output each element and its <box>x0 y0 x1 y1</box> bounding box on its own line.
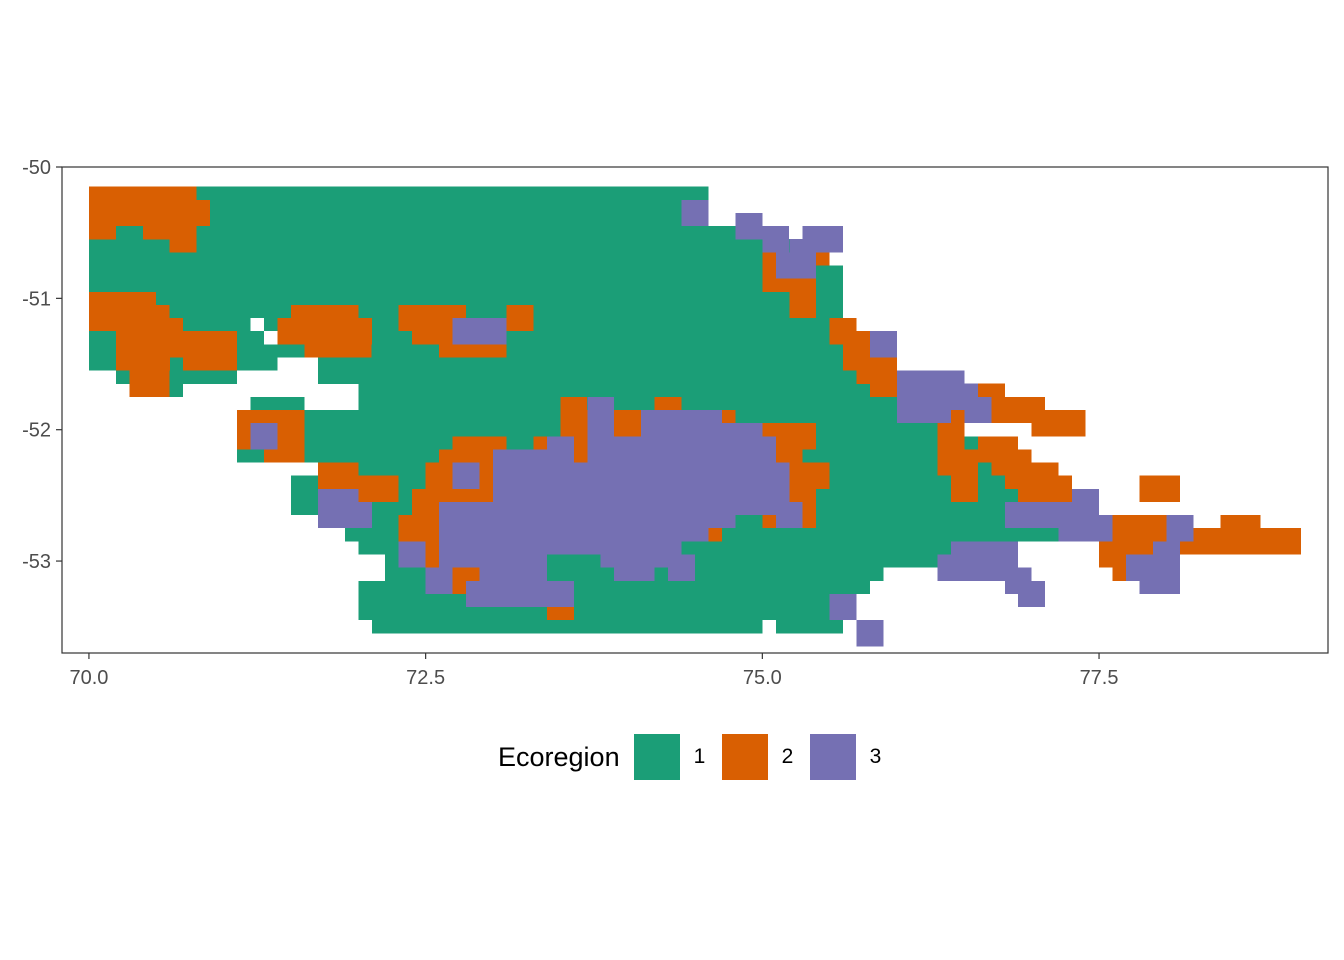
legend-title: Ecoregion <box>498 741 620 772</box>
ecoregion-3-cell <box>466 580 547 608</box>
legend-label-3: 3 <box>869 745 882 768</box>
ecoregion-2-cell <box>129 370 170 397</box>
ecoregion-2-cell <box>1260 528 1302 555</box>
x-tick-label: 70.0 <box>69 667 108 689</box>
legend-label-1: 1 <box>693 745 706 768</box>
ecoregion-2-cell <box>789 291 817 319</box>
ecoregion-3-cell <box>897 396 951 424</box>
ecoregion-3-cell <box>829 593 857 621</box>
ecoregion-3-cell <box>614 554 655 581</box>
ecoregion-2-cell <box>1139 475 1180 502</box>
ecoregion-2-cell <box>88 213 116 240</box>
ecoregion-3-cell <box>735 213 763 240</box>
ecoregion-3-cell <box>398 541 426 568</box>
x-tick-label: 75.0 <box>743 667 782 689</box>
ecoregion-3-cell <box>775 252 817 279</box>
ecoregion-3-cell <box>775 501 803 529</box>
legend-label-2: 2 <box>781 745 794 768</box>
ecoregion-3-cell <box>452 318 507 345</box>
ecoregion-3-cell <box>1018 580 1046 608</box>
x-tick-label: 72.5 <box>406 667 445 689</box>
ecoregion-3-cell <box>250 423 278 450</box>
legend-key-3 <box>809 734 856 780</box>
ecoregion-3-cell <box>681 199 709 227</box>
legend-key-1 <box>633 734 680 780</box>
x-tick-label: 77.5 <box>1080 667 1119 689</box>
y-tick-label: -51 <box>22 288 51 310</box>
ecoregion-3-cell <box>1058 515 1086 542</box>
legend-key-2 <box>721 734 768 780</box>
ecoregion-3-cell <box>937 554 1019 581</box>
y-tick-label: -52 <box>22 420 51 442</box>
legend-item-2: 2 <box>721 734 810 780</box>
ecoregion-2-cell <box>183 344 238 371</box>
legend-item-1: 1 <box>633 734 722 780</box>
ecoregion-2-cell <box>950 475 978 502</box>
y-axis: -50 -51 -52 -53 <box>22 157 62 573</box>
raster-cells <box>88 186 1302 647</box>
panel-border <box>61 166 1329 654</box>
legend-item-3: 3 <box>809 734 898 780</box>
ecoregion-3-cell <box>735 488 776 516</box>
y-tick-label: -50 <box>22 157 51 179</box>
ecoregion-3-cell <box>802 226 844 253</box>
y-tick-label: -53 <box>22 551 51 573</box>
ecoregion-3-cell <box>452 462 480 489</box>
ecoregion-2-cell <box>1045 475 1073 502</box>
ecoregion-3-cell <box>964 396 992 424</box>
x-axis: 70.0 72.5 75.0 77.5 <box>69 653 1119 689</box>
ecoregion-2-cell <box>169 226 197 253</box>
ecoregion-3-cell <box>668 554 695 581</box>
ecoregion-3-cell <box>870 331 897 358</box>
ecoregion-3-cell <box>762 226 790 253</box>
ecoregion-3-cell <box>587 396 615 424</box>
ecoregion-2-cell <box>1220 515 1261 542</box>
ecoregion-3-cell <box>317 501 372 529</box>
ecoregion-2-cell <box>304 331 372 358</box>
ecoregion-3-cell <box>1072 488 1099 516</box>
ecoregion-2-cell <box>1031 410 1086 437</box>
ecoregion-3-cell <box>1139 567 1180 594</box>
ecoregion-3-cell <box>856 620 884 647</box>
ecoregion-2-cell <box>506 304 534 332</box>
ecoregion-3-cell <box>425 567 453 594</box>
ecoregion-3-cell <box>1166 515 1194 542</box>
ecoregion-3-cell <box>1085 515 1113 542</box>
legend: Ecoregion 1 2 3 <box>498 733 898 781</box>
ecoregion-3-cell <box>546 580 574 608</box>
